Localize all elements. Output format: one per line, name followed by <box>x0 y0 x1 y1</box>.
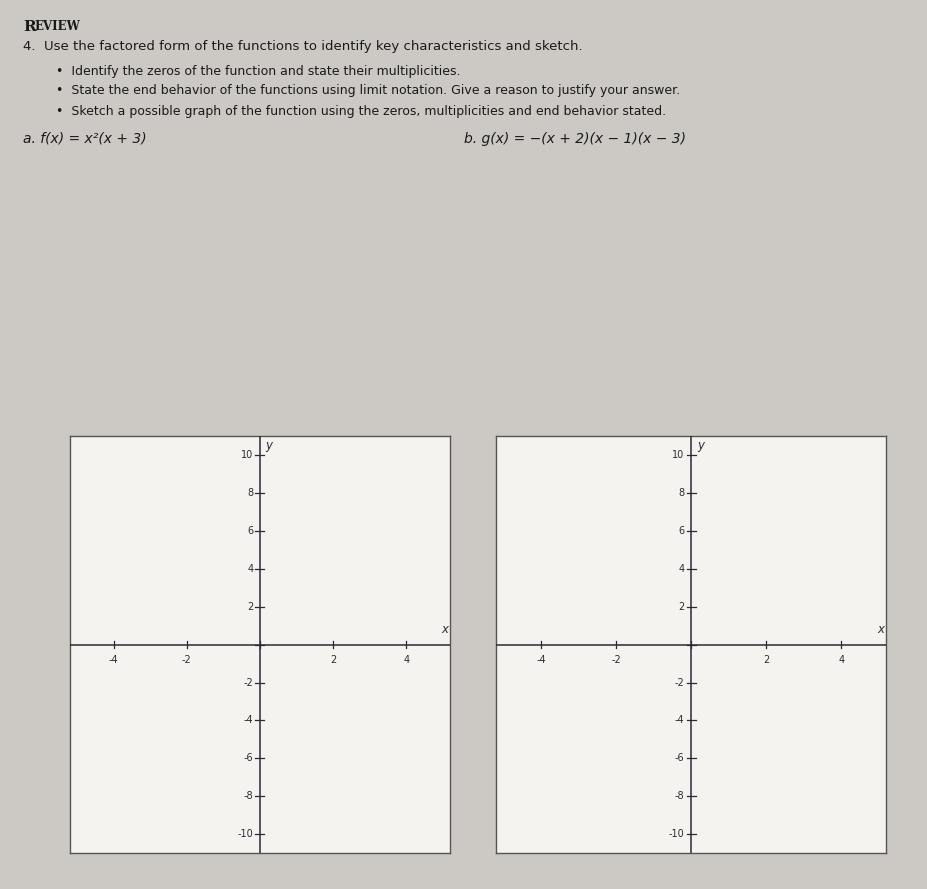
Text: y: y <box>265 439 272 453</box>
Text: 4: 4 <box>402 655 409 665</box>
Text: 6: 6 <box>678 525 684 535</box>
Text: 10: 10 <box>241 450 253 460</box>
Text: 2: 2 <box>762 655 768 665</box>
Text: -8: -8 <box>244 791 253 802</box>
Text: •  State the end behavior of the functions using limit notation. Give a reason t: • State the end behavior of the function… <box>56 84 679 98</box>
Text: 8: 8 <box>678 487 684 498</box>
Text: -2: -2 <box>243 677 253 687</box>
Text: 4.  Use the factored form of the functions to identify key characteristics and s: 4. Use the factored form of the function… <box>23 40 582 53</box>
Text: 4: 4 <box>678 564 684 573</box>
Text: -2: -2 <box>674 677 684 687</box>
Text: 10: 10 <box>672 450 684 460</box>
Text: -2: -2 <box>611 655 620 665</box>
Text: -4: -4 <box>674 716 684 725</box>
Text: -4: -4 <box>536 655 546 665</box>
Text: -10: -10 <box>668 829 684 839</box>
Text: y: y <box>696 439 704 453</box>
Text: 2: 2 <box>678 602 684 612</box>
Text: x: x <box>876 623 883 636</box>
Text: 2: 2 <box>247 602 253 612</box>
Text: -8: -8 <box>674 791 684 802</box>
Text: -10: -10 <box>237 829 253 839</box>
Text: EVIEW: EVIEW <box>34 20 80 33</box>
Text: -6: -6 <box>244 754 253 764</box>
Text: -6: -6 <box>674 754 684 764</box>
Text: 4: 4 <box>837 655 844 665</box>
Text: •  Sketch a possible graph of the function using the zeros, multiplicities and e: • Sketch a possible graph of the functio… <box>56 105 665 118</box>
Text: 4: 4 <box>247 564 253 573</box>
Text: -4: -4 <box>244 716 253 725</box>
Text: x: x <box>440 623 448 636</box>
Text: 8: 8 <box>247 487 253 498</box>
Text: •  Identify the zeros of the function and state their multiplicities.: • Identify the zeros of the function and… <box>56 65 460 78</box>
Text: -2: -2 <box>182 655 191 665</box>
Text: b. g(x) = −(x + 2)(x − 1)(x − 3): b. g(x) = −(x + 2)(x − 1)(x − 3) <box>464 132 685 146</box>
Text: 2: 2 <box>329 655 336 665</box>
Text: R: R <box>23 20 36 34</box>
Text: a. f(x) = x²(x + 3): a. f(x) = x²(x + 3) <box>23 132 146 146</box>
Text: 6: 6 <box>247 525 253 535</box>
Text: -4: -4 <box>108 655 118 665</box>
